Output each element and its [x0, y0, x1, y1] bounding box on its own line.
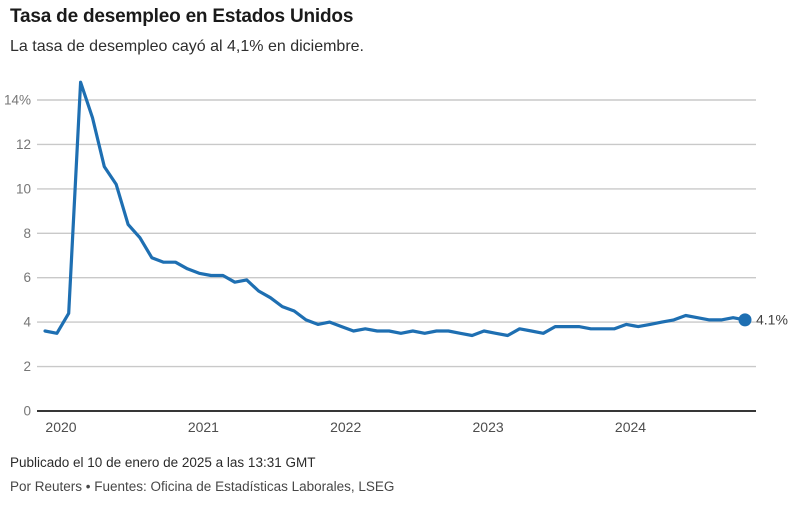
x-axis-tick-label: 2024 — [615, 419, 646, 435]
y-axis-tick-label: 0 — [23, 404, 31, 419]
unemployment-rate-line — [43, 80, 747, 338]
latest-value-dot — [738, 313, 752, 327]
y-axis-tick-label: 12 — [16, 137, 31, 152]
y-axis-tick-label: 6 — [23, 270, 31, 285]
y-axis-tick-label: 14% — [4, 93, 31, 108]
chart-subtitle: La tasa de desempleo cayó al 4,1% en dic… — [10, 38, 364, 55]
byline-sources: Por Reuters • Fuentes: Oficina de Estadí… — [10, 479, 395, 494]
x-axis-tick-label: 2020 — [45, 419, 76, 435]
y-axis-tick-label: 4 — [23, 315, 31, 330]
x-axis-tick-label: 2021 — [188, 419, 219, 435]
y-axis-tick-label: 2 — [23, 359, 31, 374]
chart-title: Tasa de desempleo en Estados Unidos — [10, 6, 354, 27]
unemployment-line-chart: 0 2 4 6 8 10 12 14% 2020 2021 2022 2023 2024 4.1% — [4, 80, 788, 435]
x-axis-tick-label: 2022 — [330, 419, 361, 435]
latest-value-label: 4.1% — [756, 312, 788, 328]
y-axis-tick-label: 8 — [23, 226, 31, 241]
published-timestamp: Publicado el 10 de enero de 2025 a las 1… — [10, 455, 316, 470]
x-axis-tick-label: 2023 — [473, 419, 504, 435]
y-axis-tick-label: 10 — [16, 181, 31, 196]
